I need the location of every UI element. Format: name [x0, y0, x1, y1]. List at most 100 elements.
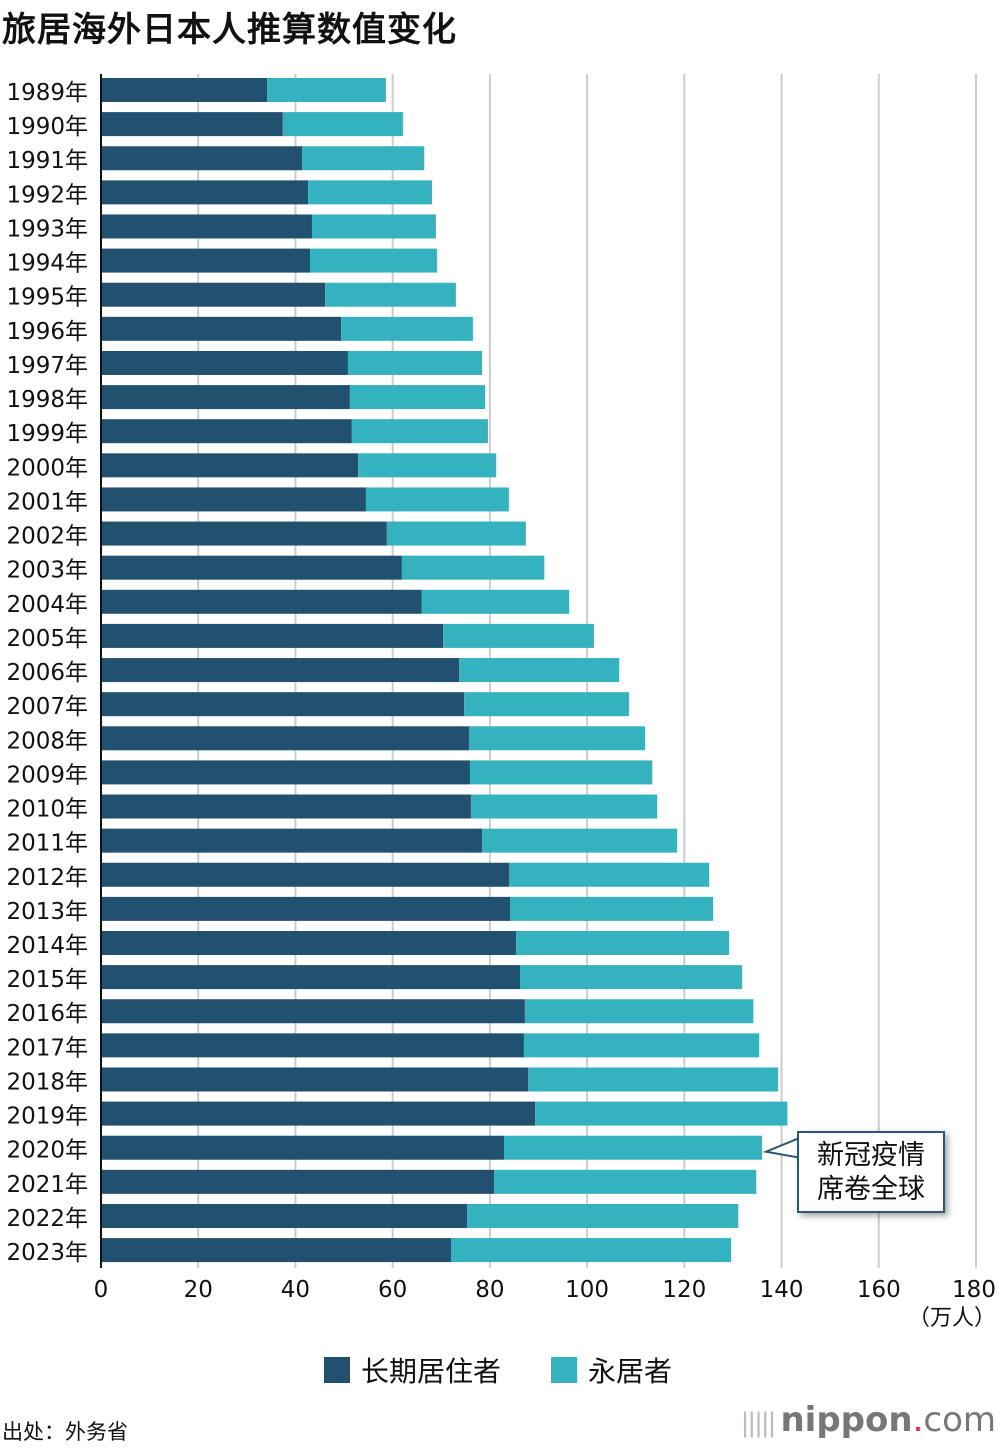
bar-long-term: [101, 350, 348, 375]
bar-permanent: [401, 555, 545, 580]
bar-permanent: [535, 1101, 788, 1126]
y-tick-label: 2013年: [6, 899, 88, 925]
bar-permanent: [469, 760, 653, 785]
chart-title: 旅居海外日本人推算数值变化: [2, 10, 457, 50]
bar-permanent: [459, 658, 620, 683]
bar-permanent: [421, 589, 570, 614]
bar-long-term: [101, 453, 359, 478]
bar-permanent: [494, 1169, 757, 1194]
bar-long-term: [101, 1135, 504, 1160]
x-tick-label: 40: [281, 1277, 310, 1303]
y-tick-label: 2009年: [6, 762, 88, 788]
y-tick-label: 1993年: [6, 216, 88, 242]
y-tick-label: 2005年: [6, 626, 88, 652]
y-tick-label: 2000年: [6, 455, 88, 481]
bar-long-term: [101, 521, 387, 546]
y-tick-label: 1999年: [6, 421, 88, 447]
y-tick-label: 2023年: [6, 1240, 88, 1266]
bar-long-term: [101, 487, 366, 512]
bar-long-term: [101, 419, 352, 444]
y-tick-label: 2010年: [6, 797, 88, 823]
y-tick-label: 2006年: [6, 660, 88, 686]
bar-long-term: [101, 316, 342, 341]
bar-long-term: [101, 146, 303, 171]
y-tick-label: 2008年: [6, 728, 88, 754]
bar-long-term: [101, 214, 312, 239]
bar-long-term: [101, 862, 510, 887]
bar-long-term: [101, 1169, 495, 1194]
bar-long-term: [101, 896, 511, 921]
bar-long-term: [101, 248, 311, 273]
bar-long-term: [101, 180, 309, 205]
nippon-logo: ||||| nippon.com: [740, 1400, 996, 1440]
bar-permanent: [524, 999, 754, 1024]
bar-long-term: [101, 385, 350, 410]
bar-permanent: [523, 1033, 760, 1058]
bar-permanent: [482, 828, 678, 853]
annotation-line2: 席卷全球: [817, 1174, 925, 1205]
bar-long-term: [101, 999, 525, 1024]
bar-long-term: [101, 658, 460, 683]
bar-permanent: [325, 282, 456, 307]
bar-permanent: [516, 931, 730, 955]
bar-long-term: [101, 589, 422, 614]
bar-permanent: [358, 453, 497, 478]
bar-permanent: [267, 78, 386, 102]
bar-permanent: [282, 112, 403, 137]
y-tick-label: 2021年: [6, 1172, 88, 1198]
y-tick-label: 2004年: [6, 592, 88, 618]
bar-long-term: [101, 1238, 451, 1263]
bar-permanent: [528, 1067, 779, 1092]
y-tick-label: 1997年: [6, 353, 88, 379]
x-tick-label: 160: [857, 1277, 901, 1303]
bar-long-term: [101, 828, 483, 853]
y-tick-label: 2007年: [6, 694, 88, 720]
bar-permanent: [308, 180, 433, 205]
logo-bars-icon: |||||: [740, 1408, 777, 1438]
x-tick-label: 140: [760, 1277, 804, 1303]
x-tick-label: 0: [94, 1277, 109, 1303]
bar-long-term: [101, 623, 444, 648]
y-tick-label: 2002年: [6, 524, 88, 550]
y-tick-label: 2018年: [6, 1069, 88, 1095]
y-tick-label: 2001年: [6, 489, 88, 515]
bar-long-term: [101, 965, 521, 990]
legend-swatch: [551, 1357, 577, 1383]
bar-long-term: [101, 1203, 468, 1228]
bar-permanent: [310, 248, 437, 273]
y-tick-label: 2003年: [6, 558, 88, 584]
y-tick-label: 2015年: [6, 967, 88, 993]
y-tick-label: 2014年: [6, 933, 88, 959]
annotation-callout: 新冠疫情 席卷全球: [797, 1131, 945, 1213]
bar-permanent: [510, 896, 714, 921]
bar-permanent: [349, 385, 486, 410]
x-tick-label: 180: [952, 1277, 996, 1303]
bar-permanent: [464, 692, 629, 717]
bar-long-term: [101, 726, 469, 751]
y-tick-label: 1991年: [6, 148, 88, 174]
bar-long-term: [101, 794, 471, 819]
source-note: 出处：外务省: [2, 1420, 128, 1444]
bar-permanent: [302, 146, 425, 171]
bar-long-term: [101, 1067, 529, 1092]
bar-permanent: [365, 487, 509, 512]
bar-permanent: [503, 1135, 763, 1160]
bar-long-term: [101, 931, 517, 955]
legend-swatch: [324, 1357, 350, 1383]
legend-label: 永居者: [588, 1355, 672, 1388]
x-tick-label: 80: [475, 1277, 504, 1303]
bar-long-term: [101, 1101, 536, 1126]
y-tick-label: 2012年: [6, 865, 88, 891]
bar-long-term: [101, 282, 326, 307]
x-tick-label: 100: [565, 1277, 609, 1303]
bar-long-term: [101, 692, 465, 717]
bar-permanent: [311, 214, 436, 239]
y-tick-label: 1992年: [6, 182, 88, 208]
x-tick-label: 120: [662, 1277, 706, 1303]
bar-permanent: [451, 1238, 731, 1263]
bar-permanent: [386, 521, 526, 546]
bar-permanent: [520, 965, 743, 990]
x-tick-label: 60: [378, 1277, 407, 1303]
bar-permanent: [443, 623, 594, 648]
